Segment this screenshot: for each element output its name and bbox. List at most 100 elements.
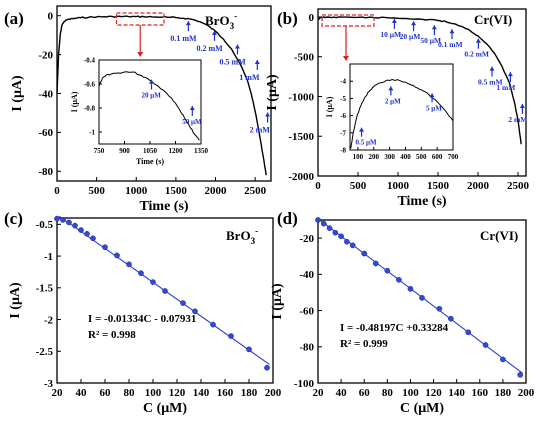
panel-b-xtick-label: 1000 <box>387 180 410 192</box>
panel-b-annotation: 50 μM <box>420 36 441 45</box>
panel-b-inset-xtick-label: 600 <box>432 153 443 161</box>
panel-c-frame <box>56 217 274 384</box>
panel-c-data-point <box>84 231 90 237</box>
panel-c-data-point <box>210 321 216 328</box>
panel-b-inset-ytick-label: -8 <box>340 146 346 154</box>
panel-b-inset-arrow-0-head <box>359 127 365 132</box>
panel-a-inset-ytick-label: -1 <box>89 128 95 136</box>
panel-b-xlabel: Time (s) <box>397 194 446 209</box>
panel-a-addition-arrow-2-head <box>234 44 240 49</box>
panel-a-inset-ytick-label: -0.4 <box>84 56 96 64</box>
panel-c-xtick-label: 80 <box>124 387 136 399</box>
panel-d-data-point <box>500 356 506 363</box>
panel-b-annotation: 0.1 mM <box>438 40 463 49</box>
panel-c-ytick-label: -0.5 <box>36 219 54 231</box>
panel-a-xtick-label: 2500 <box>244 185 267 197</box>
panel-b-ytick-label: -2000 <box>288 171 314 183</box>
panel-c-data-point <box>192 308 198 315</box>
panel-c-data-point <box>150 279 156 285</box>
panel-b-zoom-arrowhead <box>343 56 349 61</box>
panel-d-ytick-label: -40 <box>299 269 314 281</box>
panel-d-data-point <box>320 220 327 227</box>
panel-a-inset-ylabel: I (μA) <box>70 91 79 112</box>
panel-b-inset-xtick-label: 400 <box>400 153 411 161</box>
panel-b-addition-arrow-7-head <box>519 103 525 108</box>
panel-a-addition-arrow-3-head <box>254 60 260 64</box>
panel-c-data-point <box>72 222 78 229</box>
panel-b-inset-ytick-label: -4 <box>340 78 346 86</box>
panel-a-ytick-label: -80 <box>38 166 53 178</box>
panel-b-frame <box>317 8 527 177</box>
panel-a-inset-ytick-label: -0.6 <box>84 80 96 88</box>
panel-a-ytick-label: -40 <box>38 88 53 100</box>
panel-d-xtick-label: 20 <box>313 387 325 399</box>
panel-a-axes: 0 500 1000 1500 2000 2500 0 -20 -40 -60 -80 Time (s… <box>10 5 272 214</box>
panel-b-inset-xtick-label: 200 <box>369 153 380 161</box>
panel-c-ytick-label: -1 <box>44 251 53 263</box>
panel-b-inset-axes: 100 200 300 400 500 600 700 -4 -5 -6 -7 -8 I (μA) 0.5… <box>325 63 459 161</box>
panel-a-annotation: 2 mM <box>250 126 271 135</box>
panel-b-inset-annotation: 0.5 μM <box>356 139 377 147</box>
panel-d-data-point <box>482 342 489 348</box>
panel-a-xtick-label: 2000 <box>205 185 228 197</box>
panel-label-c: (c) <box>4 209 23 228</box>
panel-d-data-point <box>315 217 321 223</box>
panel-c-data-point <box>54 215 60 222</box>
panel-a-xtick-label: 1500 <box>165 185 188 197</box>
panel-d-xtick-label: 100 <box>402 387 419 399</box>
panel-a-inset-xtick-label: 900 <box>119 147 130 155</box>
panel-c-data-point <box>126 261 132 268</box>
panel-d-ytick-label: -100 <box>294 378 315 390</box>
panel-d-xtick-label: 80 <box>382 387 394 399</box>
panel-b-annotation: 1 mM <box>496 83 515 92</box>
panel-a-xtick-label: 1000 <box>125 185 148 197</box>
panel-d-ytick-label: -20 <box>299 233 314 245</box>
panel-a-annotation: 0.2 mM <box>196 44 223 53</box>
panel-a-inset-annotation: 20 μM <box>142 92 162 100</box>
panel-c-xtick-label: 180 <box>241 387 258 399</box>
panel-d-xtick-label: 160 <box>472 387 489 399</box>
panel-b-ytick-label: 0 <box>309 12 315 24</box>
panel-d-ytick-label: -80 <box>299 342 314 354</box>
panel-d-data-point <box>419 295 425 301</box>
panel-d-xtick-label: 140 <box>448 387 465 399</box>
panel-a-ytick-label: -60 <box>38 127 53 139</box>
panel-b-addition-arrow-0-head <box>391 18 397 23</box>
panel-b-inset-xtick-label: 500 <box>416 153 427 161</box>
panel-d-data-point <box>332 229 339 236</box>
panel-d-data-point <box>396 276 402 283</box>
panel-a-addition-arrow-0-head <box>185 21 191 26</box>
panel-b-xtick-label: 500 <box>350 180 367 192</box>
panel-c-xtick-label: 120 <box>169 387 186 399</box>
panel-d-xtick-label: 60 <box>359 387 371 399</box>
panel-c-ytick-label: -2.5 <box>36 346 54 358</box>
panel-d-data-point <box>517 372 524 378</box>
panel-b-xtick-label: 2500 <box>507 180 530 192</box>
panel-a-xtick-label: 500 <box>88 185 105 197</box>
panel-d-r-squared: R² = 0.999 <box>340 338 388 350</box>
panel-c-ytick-label: -3 <box>44 378 54 390</box>
panel-b-addition-arrow-2-head <box>431 25 437 30</box>
panel-a-inset-trace <box>98 71 200 141</box>
panel-label-d: (d) <box>277 209 298 228</box>
panel-c-xtick-label: 20 <box>52 387 64 399</box>
panel-c-data-point <box>78 227 84 233</box>
panel-b-inset-ylabel: I (μA) <box>325 96 334 117</box>
panel-label-b: (b) <box>277 9 298 28</box>
panel-b-inset-arrow-2-head <box>429 93 435 98</box>
panel-d-data-point <box>448 315 454 322</box>
panel-c-data-point <box>180 300 186 306</box>
panel-a-xtick-label: 0 <box>54 185 60 197</box>
panel-c-xtick-label: 140 <box>193 387 210 399</box>
panel-b-inset-xtick-label: 100 <box>353 153 364 161</box>
panel-a-annotation: 0.1 mM <box>170 34 197 43</box>
panel-b-annotation: 0.2 mM <box>464 50 489 59</box>
panel-d-axes: 20 40 60 80 100 120 140 160 180 200 -20 -40 -60 -80 -1… <box>270 217 535 416</box>
panel-a-zoom-box <box>115 12 165 26</box>
panel-b-addition-arrow-6-head <box>507 72 513 77</box>
panel-c-data-point <box>90 235 96 242</box>
panel-b-xtick-label: 0 <box>315 180 321 192</box>
panel-a-inset-xtick-label: 1050 <box>143 147 158 155</box>
panel-d-data-point <box>407 285 414 292</box>
panel-c-fit-equation: I = -0.01334C - 0.07931 <box>88 313 196 325</box>
